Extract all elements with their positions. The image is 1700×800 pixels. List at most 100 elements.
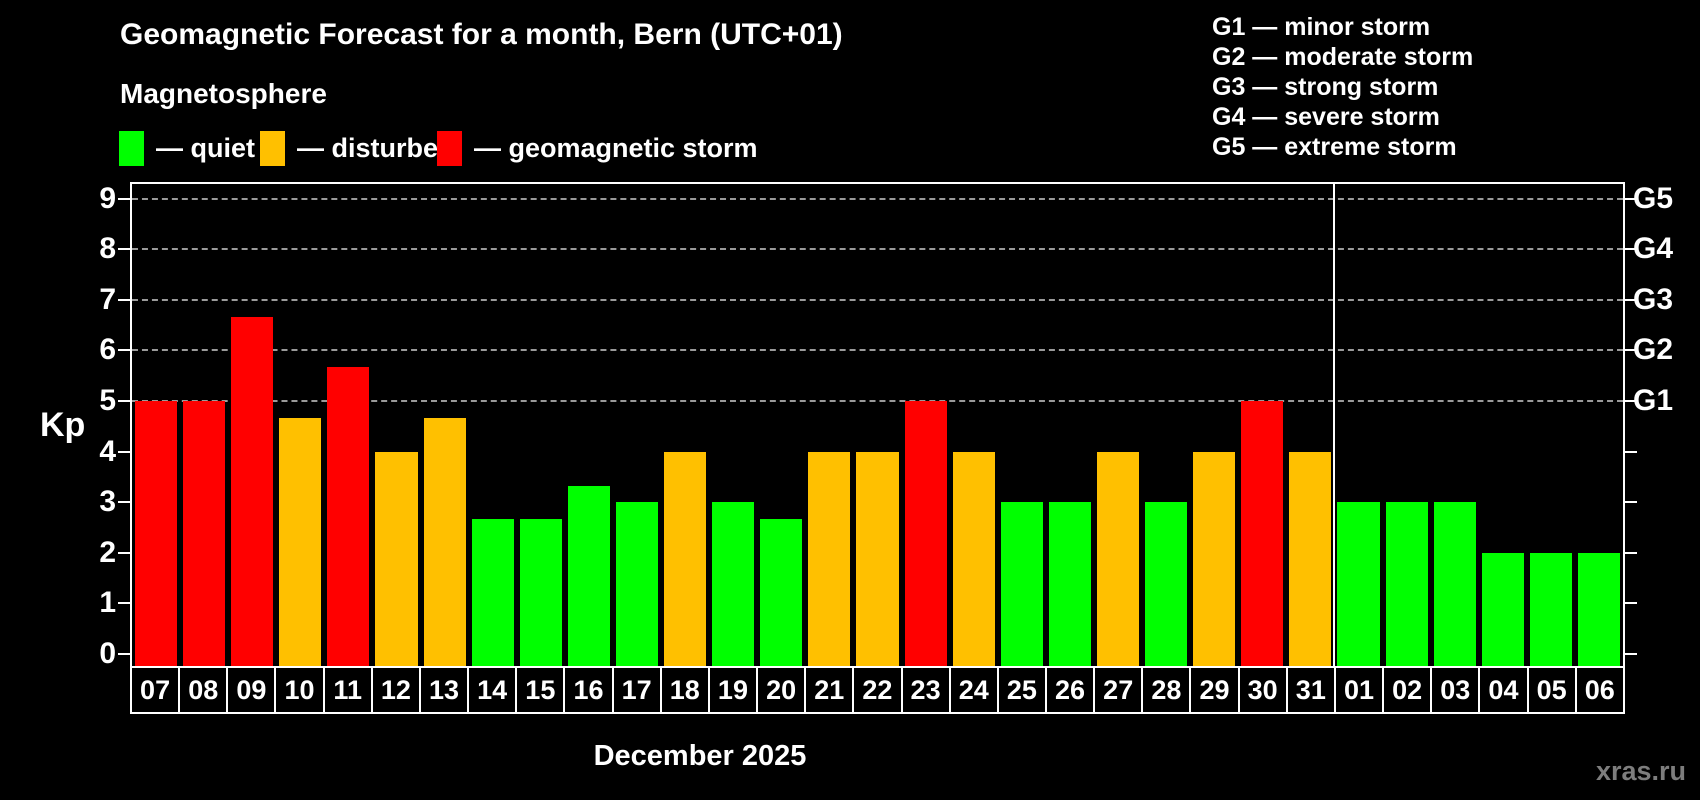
kp-bar-18 <box>664 451 707 666</box>
date-cell-19: 19 <box>707 666 759 714</box>
y-tick-right-8 <box>1625 248 1637 251</box>
kp-bar-08 <box>183 401 226 666</box>
date-cell-20: 20 <box>756 666 807 714</box>
quiet-color-swatch <box>119 130 144 166</box>
date-cell-14: 14 <box>467 666 518 714</box>
date-cell-25: 25 <box>996 666 1047 714</box>
month-separator <box>1333 184 1336 666</box>
gridline-kp5 <box>132 400 1623 402</box>
date-cell-01: 01 <box>1333 666 1385 714</box>
kp-bar-20 <box>760 518 803 666</box>
kp-bar-03 <box>1433 502 1476 666</box>
kp-bar-06 <box>1577 552 1620 666</box>
g4-legend-line: G4 — severe storm <box>1212 103 1440 131</box>
kp-bar-16 <box>567 485 610 666</box>
date-cell-05: 05 <box>1526 666 1577 714</box>
kp-bar-29 <box>1193 451 1236 666</box>
y-axis-label-9: 9 <box>99 181 116 215</box>
date-cell-18: 18 <box>659 666 710 714</box>
y-tick-right-3 <box>1625 501 1637 504</box>
g-axis-label-G1: G1 <box>1633 384 1674 417</box>
y-axis-label-5: 5 <box>99 384 116 417</box>
date-cell-08: 08 <box>178 666 229 714</box>
legend-item-storm: — geomagnetic storm <box>437 128 758 168</box>
kp-bar-31 <box>1289 451 1332 666</box>
y-axis-label-3: 3 <box>99 485 116 519</box>
gridline-kp8 <box>132 248 1623 251</box>
y-axis-label-6: 6 <box>99 333 116 367</box>
kp-bar-01 <box>1337 502 1380 666</box>
legend-item-disturbed: — disturbed <box>260 128 455 168</box>
kp-bar-22 <box>856 451 899 666</box>
y-axis-label-4: 4 <box>99 434 116 468</box>
g-axis-label-G4: G4 <box>1633 232 1674 266</box>
kp-bar-14 <box>471 518 514 666</box>
date-cell-30: 30 <box>1237 666 1288 714</box>
legend-label-quiet: — quiet <box>156 132 255 163</box>
date-cell-09: 09 <box>226 666 277 714</box>
chart-title: Geomagnetic Forecast for a month, Bern (… <box>120 18 843 51</box>
date-cell-29: 29 <box>1189 666 1240 714</box>
y-tick-left-8 <box>118 248 130 251</box>
magnetosphere-label: Magnetosphere <box>120 78 327 109</box>
g-axis-label-G5: G5 <box>1633 181 1674 215</box>
date-cell-16: 16 <box>563 666 614 714</box>
y-axis-label-2: 2 <box>99 535 116 569</box>
date-cell-22: 22 <box>852 666 903 714</box>
date-cell-10: 10 <box>274 666 325 714</box>
kp-bar-19 <box>712 502 755 666</box>
y-tick-left-2 <box>118 551 130 554</box>
kp-bar-24 <box>952 451 995 666</box>
disturbed-color-swatch <box>260 130 285 166</box>
date-cell-27: 27 <box>1093 666 1144 714</box>
date-cell-04: 04 <box>1478 666 1529 714</box>
g-scale-legend: G1 — minor storm G2 — moderate storm G3 … <box>1212 12 1473 162</box>
date-cell-26: 26 <box>1044 666 1096 714</box>
date-cell-21: 21 <box>804 666 855 714</box>
y-tick-right-6 <box>1625 349 1637 352</box>
y-tick-left-5 <box>118 400 130 402</box>
kp-bar-27 <box>1096 451 1140 666</box>
kp-bar-26 <box>1048 502 1091 666</box>
y-tick-right-9 <box>1625 197 1637 200</box>
kp-bar-05 <box>1529 552 1572 666</box>
y-tick-right-7 <box>1625 298 1637 301</box>
g3-legend-line: G3 — strong storm <box>1212 73 1439 101</box>
date-cell-28: 28 <box>1141 666 1192 714</box>
date-cell-24: 24 <box>948 666 999 714</box>
kp-bar-25 <box>1000 502 1043 666</box>
kp-axis-label: Kp <box>40 406 86 444</box>
legend-item-quiet: — quiet <box>119 128 255 168</box>
month-label: December 2025 <box>593 740 807 772</box>
date-cell-23: 23 <box>900 666 951 714</box>
g1-legend-line: G1 — minor storm <box>1212 13 1431 41</box>
date-cell-12: 12 <box>370 666 421 714</box>
plot-area: 0 1 2 3 4 5 6 7 8 9 G1 G2 G3 G4 G5 <box>99 182 1673 669</box>
gridline-kp9 <box>132 197 1623 200</box>
date-cell-11: 11 <box>322 666 373 714</box>
y-tick-right-2 <box>1625 551 1637 554</box>
y-tick-right-5 <box>1625 400 1637 402</box>
y-tick-left-3 <box>118 501 130 504</box>
y-axis-label-0: 0 <box>99 637 116 670</box>
kp-bar-02 <box>1385 502 1428 666</box>
y-tick-left-4 <box>118 450 130 453</box>
legend-label-disturbed: — disturbed <box>297 132 455 163</box>
kp-bar-30 <box>1241 401 1284 666</box>
y-tick-left-0 <box>118 653 130 655</box>
kp-bar-11 <box>327 367 370 666</box>
date-cell-31: 31 <box>1285 666 1336 714</box>
y-tick-left-6 <box>118 349 130 352</box>
g-axis-label-G3: G3 <box>1633 282 1674 316</box>
y-tick-left-1 <box>118 602 130 605</box>
y-axis-label-7: 7 <box>99 282 116 316</box>
gridline-kp6 <box>132 349 1623 352</box>
legend-label-storm: — geomagnetic storm <box>474 132 758 163</box>
g5-legend-line: G5 — extreme storm <box>1212 133 1457 161</box>
y-tick-right-1 <box>1625 602 1637 605</box>
storm-color-swatch <box>437 130 462 166</box>
kp-bar-15 <box>519 518 562 666</box>
g-axis-label-G2: G2 <box>1633 333 1674 367</box>
kp-bar-23 <box>904 401 947 666</box>
